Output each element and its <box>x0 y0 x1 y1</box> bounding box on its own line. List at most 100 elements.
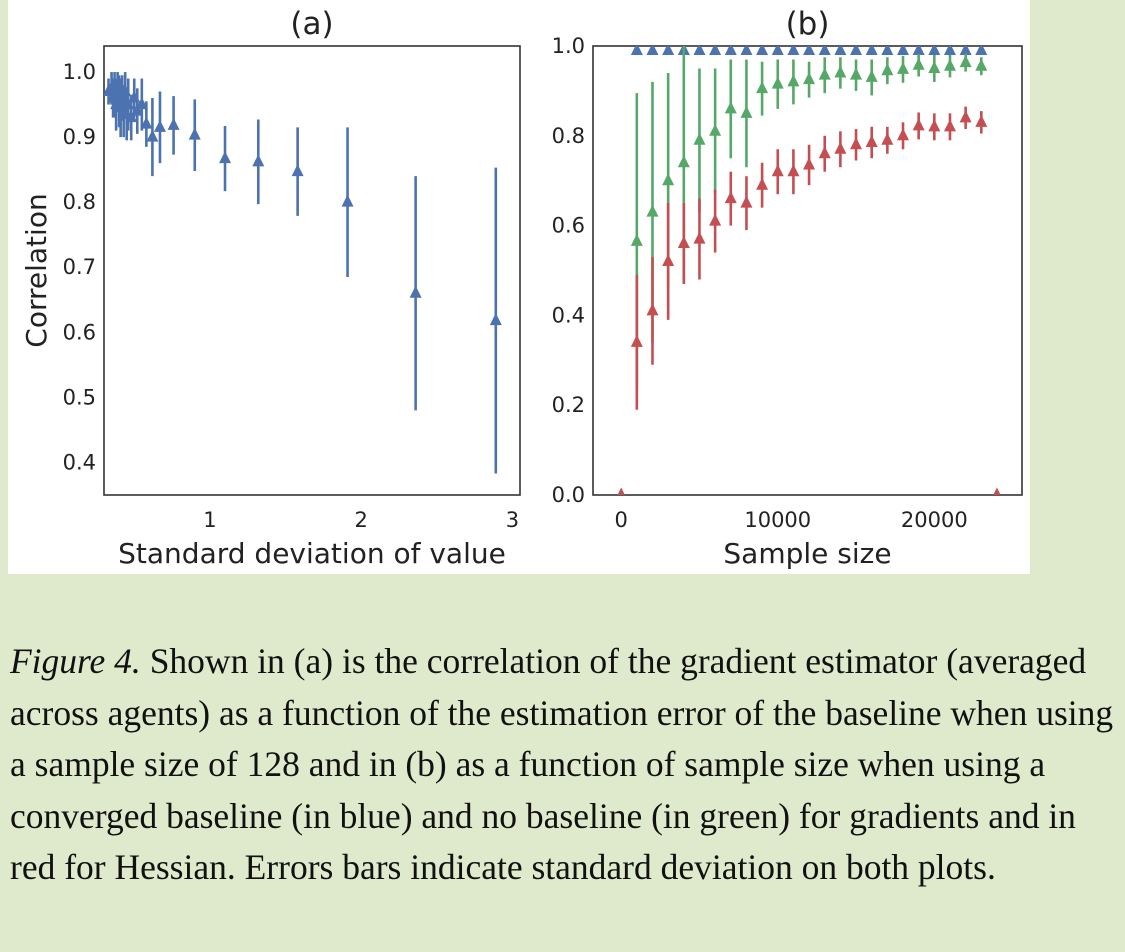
panel-b-series-0-point <box>709 46 722 55</box>
panel-b-xtick-label: 0 <box>614 508 627 532</box>
panel-b-series-1-point <box>881 63 894 76</box>
panel-b-series-0-point <box>834 46 847 55</box>
panel-a-series-0-point <box>409 285 422 298</box>
panel-b-series-2-point <box>677 236 690 249</box>
panel-a-ytick-label: 0.5 <box>63 385 96 409</box>
panel-b-series-2-point <box>756 177 769 190</box>
panel-b-series-2-point <box>928 119 941 132</box>
panel-b-series-0-point <box>646 46 659 55</box>
panel-a-series-0-point <box>131 103 144 116</box>
panel-b-title: (b) <box>786 6 830 42</box>
panel-a-series-0-point <box>489 313 502 326</box>
panel-b-series-2-point <box>803 157 816 170</box>
panel-b-series-2-point <box>630 334 643 347</box>
panel-b-series-0-point <box>803 46 816 55</box>
panel-b-series-2-point <box>662 254 675 267</box>
panel-b-series-1-point <box>975 58 988 71</box>
panel-a-series-0-point <box>135 97 148 110</box>
caption-label: Figure 4. <box>10 641 141 681</box>
panel-b-series-2-point <box>865 135 878 148</box>
panel-b-series-2-point <box>617 487 625 495</box>
panel-b-series-2-point <box>850 137 863 150</box>
panel-b-series-2-point <box>975 114 988 127</box>
panel-b-series-2-point <box>993 487 1001 495</box>
panel-b-series-2-point <box>959 110 972 123</box>
panel-b-series-1-point <box>693 132 706 145</box>
panel-b-series-1-point <box>897 61 910 74</box>
panel-a-ytick-label: 1.0 <box>63 60 96 84</box>
panel-b-series-0-point <box>959 46 972 55</box>
panel-b-series-0-point <box>740 46 753 55</box>
panel-b-series-0-point <box>975 46 988 55</box>
panel-b-series-0-point <box>865 46 878 55</box>
panel-b-series-0-point <box>724 46 737 55</box>
panel-b-series-1-point <box>724 101 737 114</box>
panel-b-xtick-label: 20000 <box>901 508 968 532</box>
panel-b-series-1-point <box>787 74 800 87</box>
panel-a-series-0-point <box>188 127 201 140</box>
panel-b-series-1-point <box>771 76 784 89</box>
panel-b-series-1-point <box>677 155 690 168</box>
panel-b-xtick-label: 10000 <box>744 508 811 532</box>
panel-a-xtick-label: 1 <box>203 508 216 532</box>
panel-b-series-2-point <box>943 119 956 132</box>
panel-b-series-1-point <box>865 69 878 82</box>
panel-b-ytick-label: 0.2 <box>552 393 585 417</box>
panel-a-series-0-point <box>153 119 166 132</box>
panel-b-series-2-point <box>646 303 659 316</box>
panel-b-series-2-point <box>912 118 925 131</box>
panel-b-ytick-label: 0.4 <box>552 303 585 327</box>
panel-b-series-1-point <box>662 173 675 186</box>
panel-b-series-2-point <box>771 164 784 177</box>
panel-b-series-1-point <box>912 57 925 70</box>
panel-a-series-0-point <box>125 110 138 123</box>
panel-b-series-0-point <box>756 46 769 55</box>
panel-a-xtick-label: 3 <box>506 508 519 532</box>
caption-text: Shown in (a) is the correlation of the g… <box>10 641 1114 887</box>
panel-b-series-0-point <box>771 46 784 55</box>
panel-b-series-0-point <box>787 46 800 55</box>
panel-a-series-0-point <box>146 129 159 142</box>
figure-panel: (a) Standard deviation of value Correlatio… <box>8 0 1030 574</box>
panel-b-ytick-label: 0.6 <box>552 214 585 238</box>
panel-b-series-0-point <box>630 46 643 55</box>
panel-b-series-2-point <box>897 128 910 141</box>
panel-a-series-0-point <box>341 194 354 207</box>
panel-b-series-0-point <box>850 46 863 55</box>
panel-b-series-2-point <box>881 132 894 145</box>
figure-svg: (a) Standard deviation of value Correlatio… <box>20 6 1023 570</box>
panel-b-series-2-point <box>693 231 706 244</box>
panel-b-ytick-label: 0.0 <box>552 483 585 507</box>
panel-b-series-0-point <box>928 46 941 55</box>
panel-a-axes-frame <box>103 45 521 496</box>
panel-b-series-1-point <box>646 204 659 217</box>
panel-a-xtick-label: 2 <box>354 508 367 532</box>
panel-a-series-0-point <box>252 154 265 167</box>
panel-b-series-0-point <box>897 46 910 55</box>
panel-b-ytick-label: 0.8 <box>552 124 585 148</box>
panel-b-series-2-point <box>740 195 753 208</box>
panel-b-series-1-point <box>818 67 831 80</box>
panel-b-series-0-point <box>881 46 894 55</box>
panel-a-ytick-label: 0.7 <box>63 255 96 279</box>
panel-b-series-2-point <box>787 164 800 177</box>
panel-b-axes-frame <box>592 45 1023 496</box>
panel-b-series-2-point <box>818 146 831 159</box>
panel-a-series-0-point <box>219 151 232 164</box>
panel-b-series-1-point <box>834 65 847 78</box>
panel-a-ytick-label: 0.8 <box>63 190 96 214</box>
panel-b-series-1-point <box>740 105 753 118</box>
panel-b-series-2-point <box>709 213 722 226</box>
panel-a-ytick-label: 0.9 <box>63 125 96 149</box>
panel-b-series-1-point <box>709 123 722 136</box>
panel-b-series-1-point <box>630 233 643 246</box>
panel-b-series-0-point <box>662 46 675 55</box>
panel-b-xlabel: Sample size <box>723 537 891 570</box>
panel-b-series-1-point <box>850 67 863 80</box>
panel-b-series-1-point <box>928 60 941 73</box>
panel-a-title: (a) <box>290 6 333 42</box>
panel-a-ylabel: Correlation <box>20 193 53 347</box>
figure-caption: Figure 4. Shown in (a) is the correlatio… <box>10 636 1120 894</box>
panel-b-ytick-label: 1.0 <box>552 34 585 58</box>
panel-a-ytick-label: 0.6 <box>63 320 96 344</box>
